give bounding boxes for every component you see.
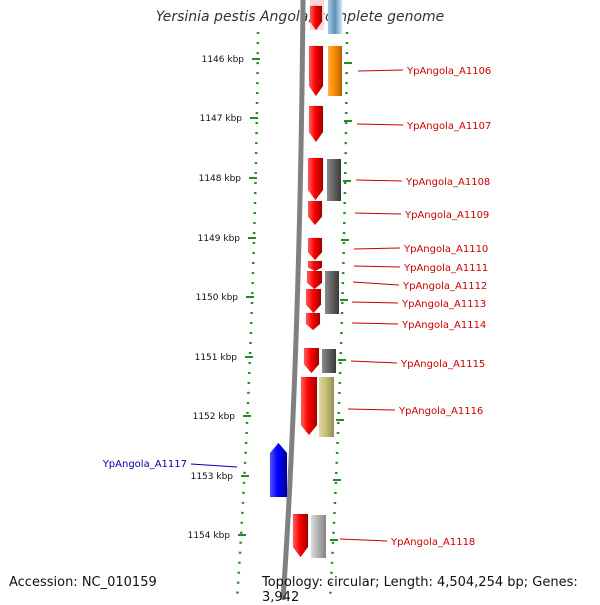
accession-text: Accession: NC_010159 bbox=[9, 575, 157, 590]
label-leader-line bbox=[354, 212, 402, 215]
gene-label-ypangola_a1111[interactable]: YpAngola_A1111 bbox=[403, 263, 488, 274]
gene-label-ypangola_a1106[interactable]: YpAngola_A1106 bbox=[406, 66, 491, 77]
gene-arrow-partial[interactable] bbox=[309, 5, 323, 31]
gene-arrow-ypangola_a1107[interactable] bbox=[308, 105, 324, 143]
label-leader-line bbox=[352, 281, 400, 286]
tick-label: 1151 kbp bbox=[195, 353, 238, 363]
gene-label-ypangola_a1108[interactable]: YpAngola_A1108 bbox=[405, 177, 490, 188]
label-leader-line bbox=[357, 69, 404, 72]
gene-arrow-ypangola_a1111[interactable] bbox=[307, 260, 323, 272]
right-dotted-track bbox=[328, 31, 349, 600]
label-leader-line bbox=[356, 123, 404, 126]
gene-arrow-ypangola_a1116[interactable] bbox=[300, 376, 318, 436]
gene-label-ypangola_a1107[interactable]: YpAngola_A1107 bbox=[406, 121, 491, 132]
gene-label-ypangola_a1113[interactable]: YpAngola_A1113 bbox=[401, 299, 486, 310]
gene-features bbox=[269, 5, 324, 558]
feature-block-khaki[interactable] bbox=[319, 377, 334, 437]
gene-arrow-ypangola_a1115[interactable] bbox=[303, 347, 320, 374]
gene-arrow-ypangola_a1118[interactable] bbox=[292, 513, 309, 558]
tick-label: 1150 kbp bbox=[196, 293, 239, 303]
gene-labels: YpAngola_A1106 YpAngola_A1107 YpAngola_A11… bbox=[102, 66, 492, 548]
gene-arrow-ypangola_a1106[interactable] bbox=[308, 45, 324, 97]
label-leader-line bbox=[351, 301, 399, 304]
gene-label-ypangola_a1116[interactable]: YpAngola_A1116 bbox=[398, 406, 483, 417]
label-leader-line bbox=[353, 247, 401, 250]
gene-label-ypangola_a1110[interactable]: YpAngola_A1110 bbox=[403, 244, 488, 255]
tick-label: 1149 kbp bbox=[198, 234, 241, 244]
gene-label-ypangola_a1115[interactable]: YpAngola_A1115 bbox=[400, 359, 485, 370]
partial-gene-top-right bbox=[328, 0, 342, 34]
gene-label-ypangola_a1117[interactable]: YpAngola_A1117 bbox=[102, 459, 187, 470]
gene-arrow-ypangola_a1113[interactable] bbox=[305, 288, 322, 314]
gene-arrow-ypangola_a1114[interactable] bbox=[305, 312, 321, 331]
gene-arrow-ypangola_a1109[interactable] bbox=[307, 200, 323, 226]
topology-text: Topology: circular; Length: 4,504,254 bp… bbox=[262, 575, 578, 605]
feature-block-gray[interactable] bbox=[325, 271, 339, 314]
tick-label: 1154 kbp bbox=[188, 531, 231, 541]
label-leader-line bbox=[353, 265, 401, 268]
label-leader-line bbox=[339, 538, 388, 542]
gene-arrow-ypangola_a1117[interactable] bbox=[269, 442, 288, 498]
tick-label: 1148 kbp bbox=[199, 174, 242, 184]
gene-arrow-ypangola_a1108[interactable] bbox=[307, 157, 324, 201]
tick-label: 1147 kbp bbox=[200, 114, 243, 124]
right-track-features bbox=[311, 46, 342, 558]
gene-label-ypangola_a1118[interactable]: YpAngola_A1118 bbox=[390, 537, 475, 548]
gene-label-ypangola_a1112[interactable]: YpAngola_A1112 bbox=[402, 281, 487, 292]
feature-block-gray[interactable] bbox=[327, 159, 341, 201]
gene-label-ypangola_a1114[interactable]: YpAngola_A1114 bbox=[401, 320, 486, 331]
axis-ticks: 1146 kbp 1147 kbp 1148 kbp 1149 kbp 1150 kbp… bbox=[188, 55, 352, 541]
label-leader-line bbox=[355, 179, 403, 182]
genome-title: Yersinia pestis Angola, complete genome bbox=[155, 9, 445, 25]
tick-label: 1152 kbp bbox=[193, 412, 236, 422]
label-leader-line bbox=[351, 322, 399, 325]
gene-arrow-ypangola_a1112[interactable] bbox=[306, 270, 323, 290]
gene-arrow-ypangola_a1110[interactable] bbox=[307, 237, 323, 261]
tick-label: 1153 kbp bbox=[191, 472, 234, 482]
tick-label: 1146 kbp bbox=[202, 55, 245, 65]
gene-label-ypangola_a1109[interactable]: YpAngola_A1109 bbox=[404, 210, 489, 221]
label-leader-line bbox=[347, 408, 396, 411]
label-leader-line bbox=[190, 463, 238, 468]
genome-backbone bbox=[280, 0, 306, 600]
label-leader-line bbox=[350, 360, 398, 364]
feature-block-gray[interactable] bbox=[322, 349, 336, 373]
feature-block-orange[interactable] bbox=[328, 46, 342, 96]
left-dotted-track bbox=[235, 31, 260, 600]
feature-block-silver[interactable] bbox=[311, 515, 326, 558]
